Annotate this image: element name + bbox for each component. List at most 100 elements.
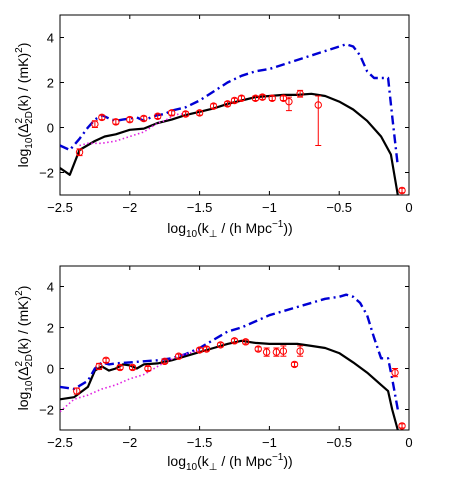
y-label-close: ) bbox=[15, 286, 31, 291]
x-label-main: log bbox=[167, 220, 186, 236]
y-label-sup: 2 bbox=[14, 361, 25, 367]
plot-area bbox=[60, 293, 406, 430]
data-point bbox=[116, 363, 124, 372]
data-point bbox=[181, 110, 190, 118]
data-point bbox=[268, 94, 276, 102]
y-tick-label: −2 bbox=[39, 403, 54, 418]
y-label-close: ) bbox=[15, 43, 31, 48]
y-label-open: (Δ bbox=[15, 367, 31, 381]
data-point bbox=[209, 102, 218, 110]
x-tick-label: −2.5 bbox=[47, 435, 73, 450]
x-label-sup: −1 bbox=[272, 452, 284, 463]
y-label-sub: 10 bbox=[24, 380, 35, 392]
y-tick-label: 2 bbox=[47, 321, 54, 336]
data-point bbox=[195, 346, 204, 354]
y-tick-label: 2 bbox=[47, 76, 54, 91]
data-point bbox=[126, 115, 134, 124]
x-tick-label: 0 bbox=[405, 200, 412, 215]
data-point bbox=[290, 360, 299, 369]
y-label-sup2: 2 bbox=[14, 290, 25, 296]
data-point bbox=[398, 186, 406, 195]
data-point bbox=[216, 341, 225, 349]
x-label-main: log bbox=[167, 453, 186, 469]
x-label-sub: 10 bbox=[186, 229, 198, 240]
axes-frame bbox=[59, 265, 410, 431]
y-tick-label: −2 bbox=[39, 166, 54, 181]
series-line-dashdot bbox=[60, 43, 399, 166]
y-tick-label: 0 bbox=[47, 121, 54, 136]
y-axis-label: log10(Δ22D(k) / (mK)2) bbox=[14, 286, 35, 411]
series-line-solid bbox=[60, 339, 399, 430]
data-point bbox=[102, 356, 110, 364]
data-point bbox=[272, 348, 281, 356]
data-point bbox=[258, 93, 267, 101]
x-tick-label: −0.5 bbox=[326, 435, 352, 450]
x-label-mid: / (h Mpc bbox=[218, 220, 272, 236]
y-label-sub: 10 bbox=[24, 137, 35, 149]
x-tick-label: 0 bbox=[405, 435, 412, 450]
y-label-main: log bbox=[15, 149, 31, 168]
data-point bbox=[237, 94, 246, 102]
series-line-dashdot bbox=[60, 293, 399, 410]
x-tick-label: −1 bbox=[262, 200, 277, 215]
data-point bbox=[241, 338, 250, 346]
x-label-open: (k bbox=[197, 220, 210, 236]
x-label-close: )) bbox=[283, 453, 292, 469]
x-tick-label: −2 bbox=[122, 200, 137, 215]
data-point bbox=[128, 363, 137, 372]
y-label-sub-2d: 2D bbox=[24, 354, 35, 367]
data-point bbox=[140, 114, 148, 123]
y-label-sup: 2 bbox=[14, 118, 25, 124]
data-point bbox=[161, 357, 169, 366]
x-axis-label: log10(k⊥ / (h Mpc−1)) bbox=[167, 219, 292, 240]
data-point bbox=[314, 101, 322, 109]
x-label-sub-perp: ⊥ bbox=[209, 229, 218, 240]
data-point bbox=[251, 94, 260, 102]
data-point bbox=[95, 362, 103, 371]
data-point bbox=[254, 345, 262, 353]
data-point bbox=[154, 112, 162, 120]
data-point bbox=[98, 113, 106, 122]
y-label-sub-2d: 2D bbox=[24, 111, 35, 124]
data-point bbox=[144, 364, 152, 373]
axes-frame bbox=[59, 14, 410, 196]
x-label-mid: / (h Mpc bbox=[218, 453, 272, 469]
data-point bbox=[296, 90, 304, 98]
y-axis-label: log10(Δ22D(k) / (mK)2) bbox=[14, 43, 35, 168]
data-point bbox=[279, 94, 288, 102]
y-label-main: log bbox=[15, 392, 31, 411]
x-tick-label: −2 bbox=[122, 435, 137, 450]
data-point bbox=[167, 109, 176, 117]
x-tick-label: −1 bbox=[262, 435, 277, 450]
x-label-sub-perp: ⊥ bbox=[209, 462, 218, 473]
data-point bbox=[112, 118, 120, 126]
data-point bbox=[285, 97, 293, 106]
x-label-sub: 10 bbox=[186, 462, 198, 473]
data-point bbox=[398, 422, 406, 430]
data-point bbox=[262, 348, 271, 356]
data-point bbox=[202, 345, 211, 353]
y-label-sup2: 2 bbox=[14, 47, 25, 53]
data-point bbox=[73, 387, 81, 395]
data-point bbox=[195, 109, 204, 117]
data-point bbox=[174, 352, 183, 360]
y-label-open: (Δ bbox=[15, 124, 31, 138]
data-point bbox=[279, 347, 288, 355]
x-label-close: )) bbox=[283, 220, 292, 236]
data-point bbox=[296, 347, 304, 355]
data-point bbox=[230, 337, 239, 345]
x-label-sup: −1 bbox=[272, 219, 284, 230]
data-point bbox=[391, 368, 399, 377]
y-tick-label: 4 bbox=[47, 31, 54, 46]
x-axis-label: log10(k⊥ / (h Mpc−1)) bbox=[167, 452, 292, 473]
data-point bbox=[223, 100, 232, 108]
y-label-mid: (k) / (mK) bbox=[15, 53, 31, 111]
y-tick-label: 0 bbox=[47, 362, 54, 377]
x-tick-label: −0.5 bbox=[326, 200, 352, 215]
y-tick-label: 4 bbox=[47, 280, 54, 295]
data-point bbox=[75, 148, 84, 156]
x-label-open: (k bbox=[197, 453, 210, 469]
